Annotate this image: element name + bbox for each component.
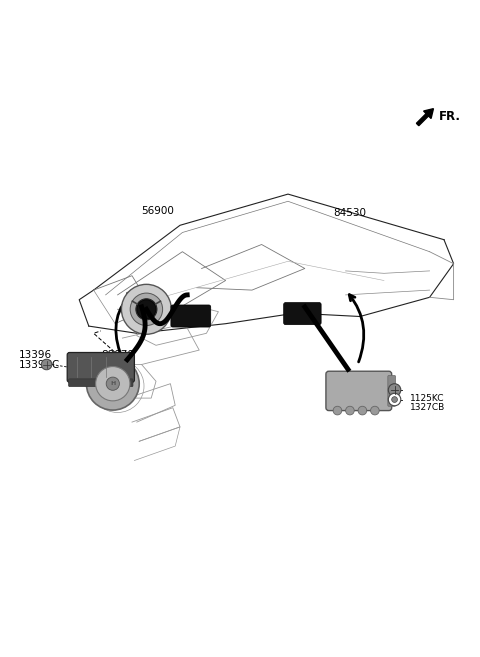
Circle shape	[137, 300, 156, 319]
Circle shape	[333, 406, 342, 415]
Circle shape	[371, 406, 379, 415]
Text: 88070: 88070	[101, 350, 133, 359]
Circle shape	[130, 293, 163, 325]
FancyBboxPatch shape	[69, 379, 133, 386]
Circle shape	[106, 377, 120, 390]
Circle shape	[41, 359, 52, 370]
FancyBboxPatch shape	[326, 371, 392, 411]
FancyBboxPatch shape	[171, 305, 211, 327]
Text: 1339CC: 1339CC	[19, 359, 60, 369]
Text: H: H	[110, 381, 115, 386]
FancyBboxPatch shape	[388, 376, 396, 406]
Circle shape	[392, 397, 397, 403]
Text: 1125KC: 1125KC	[410, 394, 445, 403]
Text: 13396: 13396	[19, 350, 52, 360]
FancyArrow shape	[417, 108, 433, 125]
Text: 1327CB: 1327CB	[410, 403, 445, 412]
Circle shape	[121, 284, 171, 334]
FancyBboxPatch shape	[67, 353, 134, 382]
Circle shape	[388, 394, 401, 406]
FancyBboxPatch shape	[284, 303, 321, 325]
Circle shape	[96, 367, 130, 401]
Text: 56900: 56900	[142, 206, 174, 215]
Text: 84530: 84530	[334, 208, 367, 218]
Text: FR.: FR.	[439, 110, 461, 123]
Circle shape	[136, 299, 157, 320]
Circle shape	[86, 357, 139, 410]
Circle shape	[358, 406, 367, 415]
Circle shape	[346, 406, 354, 415]
Circle shape	[388, 384, 401, 396]
